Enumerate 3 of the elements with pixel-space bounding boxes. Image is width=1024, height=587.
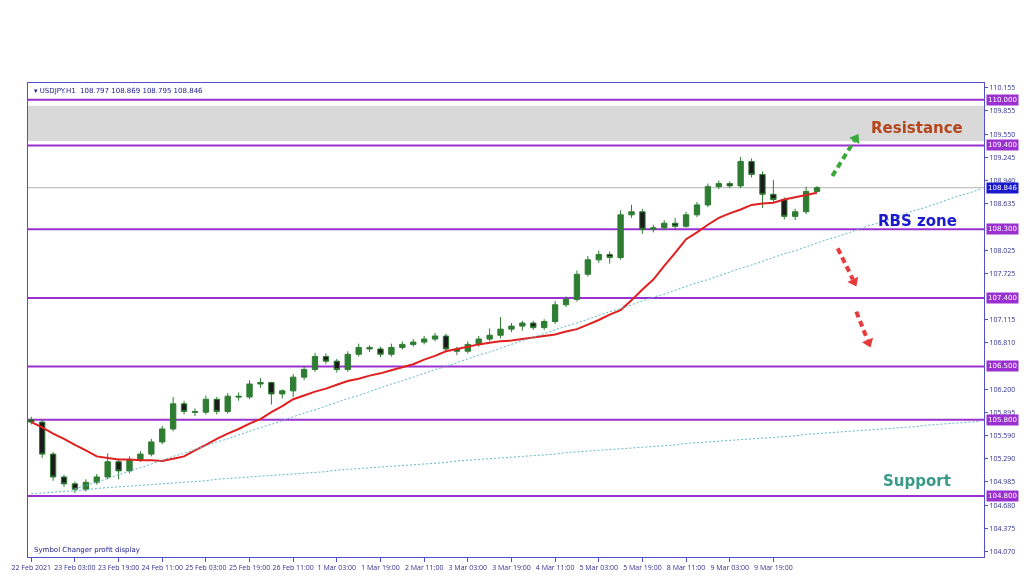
annotation: RBS zone	[878, 212, 957, 230]
annotation: Resistance	[871, 119, 963, 137]
annotation: Support	[883, 472, 951, 490]
